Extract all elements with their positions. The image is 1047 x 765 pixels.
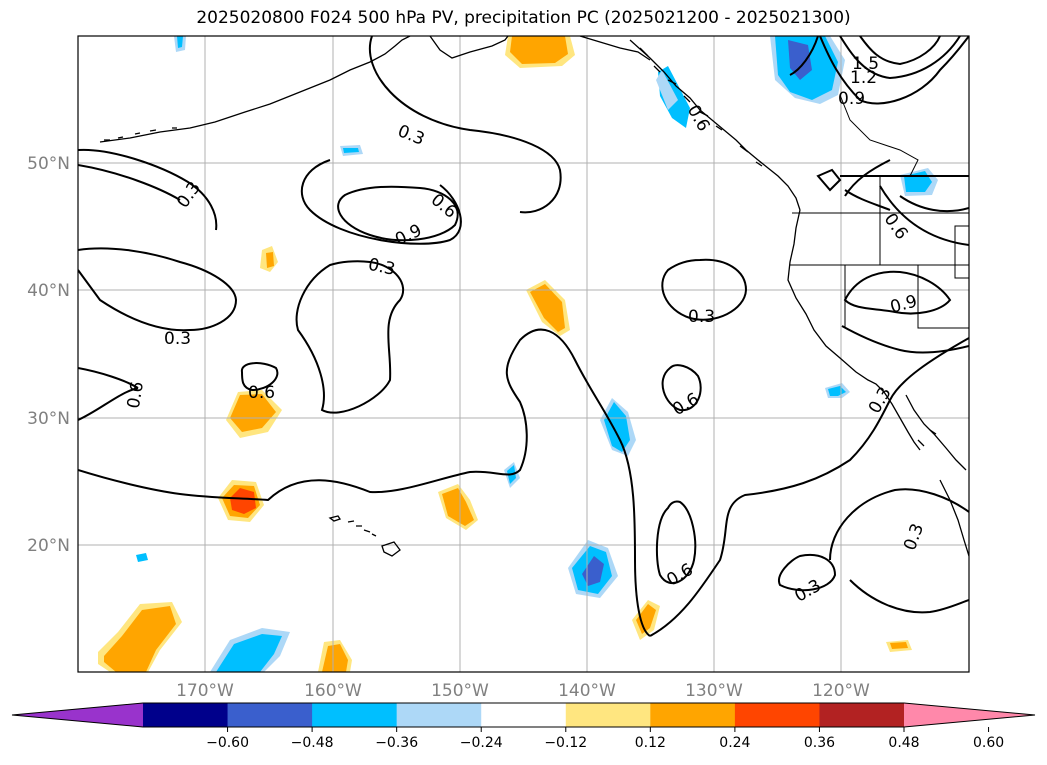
- graticule: [78, 36, 969, 672]
- colorbar-segment: [481, 703, 567, 727]
- lat-label: 20°N: [27, 536, 70, 556]
- lon-label: 150°W: [431, 681, 489, 701]
- colorbar-tick-label: −0.24: [460, 735, 503, 751]
- colorbar-tick-label: 0.24: [719, 735, 750, 751]
- precip-shading: [98, 36, 938, 672]
- lat-label: 40°N: [27, 281, 70, 301]
- colorbar-segment: [819, 703, 905, 727]
- longitude-labels: 170°W 160°W 150°W 140°W 130°W 120°W: [176, 681, 870, 701]
- lon-label: 130°W: [685, 681, 743, 701]
- contour-label: 0.9: [838, 89, 865, 109]
- colorbar-extend-high: [904, 703, 1035, 727]
- contour-label: 1.2: [850, 68, 877, 88]
- colorbar-tick-label: 0.60: [973, 735, 1004, 751]
- colorbar-outline: [11, 702, 1036, 728]
- map-border: [77, 35, 970, 673]
- colorbar-segment: [734, 703, 820, 727]
- colorbar-tick-label: 0.36: [804, 735, 835, 751]
- map-content: 0.3 0.6 0.9 0.3 0.3 0.3 0.6 0.6 0.3 0.6 …: [78, 36, 969, 672]
- colorbar-segment: [143, 703, 229, 727]
- colorbar-tick-label: 0.12: [635, 735, 666, 751]
- contour-label: 0.6: [248, 383, 275, 403]
- colorbar-tick-label: −0.48: [291, 735, 334, 751]
- colorbar-tick-label: −0.60: [206, 735, 249, 751]
- colorbar-segment: [227, 703, 313, 727]
- lon-label: 140°W: [558, 681, 616, 701]
- contour-label: 0.6: [124, 380, 148, 410]
- colorbar-tick-label: −0.36: [375, 735, 418, 751]
- lon-label: 160°W: [304, 681, 362, 701]
- figure-title: 2025020800 F024 500 hPa PV, precipitatio…: [196, 8, 851, 28]
- colorbar-tick-label: −0.12: [544, 735, 587, 751]
- latitude-labels: 50°N 40°N 30°N 20°N: [27, 154, 70, 556]
- colorbar: −0.60 −0.48 −0.36 −0.24 −0.12 0.12 0.24 0.36 0.4…: [11, 702, 1036, 751]
- pv-contours: [78, 36, 969, 637]
- colorbar-tick-label: 0.48: [888, 735, 919, 751]
- lon-label: 120°W: [812, 681, 870, 701]
- colorbar-segment: [312, 703, 398, 727]
- contour-label: 1.5: [852, 54, 879, 74]
- colorbar-extend-low: [12, 703, 143, 727]
- colorbar-segment: [396, 703, 482, 727]
- contour-label: 0.3: [688, 307, 715, 327]
- contour-label: 0.3: [164, 329, 191, 349]
- coastlines: [99, 36, 969, 557]
- lat-label: 30°N: [27, 409, 70, 429]
- lon-label: 170°W: [176, 681, 234, 701]
- colorbar-segment: [650, 703, 736, 727]
- colorbar-segment: [565, 703, 651, 727]
- lat-label: 50°N: [27, 154, 70, 174]
